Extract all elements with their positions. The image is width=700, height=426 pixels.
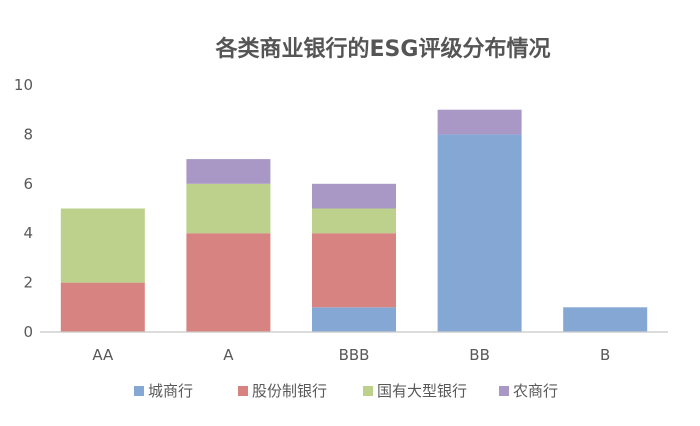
legend: 城商行 股份制银行 国有大型银行 农商行: [134, 382, 558, 400]
legend-label: 农商行: [513, 382, 558, 400]
legend-swatch: [499, 386, 509, 396]
bar-segment: [312, 233, 396, 308]
legend-swatch: [134, 386, 144, 396]
y-axis-ticks: 0 2 4 6 8 10: [14, 76, 33, 341]
bar-segment: [563, 307, 648, 332]
x-axis-ticks: AA A BBB BB B: [92, 346, 610, 364]
bar-segment: [186, 233, 271, 332]
legend-swatch: [238, 386, 248, 396]
y-tick-label: 10: [14, 76, 33, 94]
y-tick-label: 2: [23, 274, 33, 292]
bar-segment: [186, 159, 271, 184]
x-tick-label: AA: [92, 346, 114, 364]
y-tick-label: 8: [23, 125, 33, 143]
x-tick-label: BB: [469, 346, 490, 364]
bar-segment: [186, 183, 271, 234]
bar-segment: [312, 183, 396, 209]
legend-label: 国有大型银行: [377, 382, 467, 400]
bar-segment: [312, 208, 396, 234]
x-tick-label: A: [223, 346, 234, 364]
x-tick-label: BBB: [339, 346, 370, 364]
bar-segment: [60, 208, 145, 283]
legend-label: 城商行: [148, 382, 193, 400]
bars: [60, 109, 648, 332]
bar-segment: [437, 109, 522, 135]
bar-segment: [312, 307, 396, 332]
y-tick-label: 4: [23, 224, 33, 242]
bar-segment: [437, 134, 522, 332]
bar-segment: [60, 282, 145, 332]
legend-label: 股份制银行: [252, 382, 327, 400]
y-tick-label: 0: [23, 323, 33, 341]
y-tick-label: 6: [23, 175, 33, 193]
x-tick-label: B: [600, 346, 610, 364]
chart-title: 各类商业银行的ESG评级分布情况: [215, 36, 551, 62]
legend-swatch: [363, 386, 373, 396]
